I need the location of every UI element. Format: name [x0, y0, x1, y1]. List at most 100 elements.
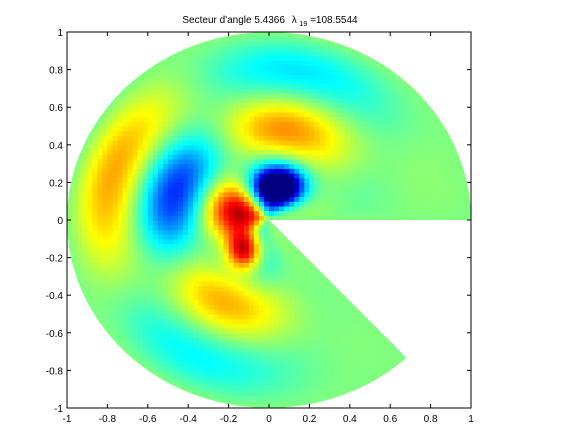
heatmap-cell	[127, 285, 134, 292]
heatmap-cell	[269, 351, 275, 357]
heatmap-cell	[92, 168, 98, 174]
heatmap-cell	[375, 295, 381, 301]
heatmap-cell	[127, 318, 134, 324]
heatmap-cell	[299, 328, 305, 334]
heatmap-cell	[354, 314, 361, 320]
heatmap-cell	[223, 361, 230, 367]
heatmap-cell	[339, 46, 346, 52]
heatmap-cell	[132, 102, 139, 108]
heatmap-cell	[380, 149, 386, 155]
heatmap-cell	[309, 290, 316, 296]
heatmap-cell	[152, 130, 159, 136]
heatmap-cell	[213, 88, 220, 94]
heatmap-cell	[410, 173, 417, 179]
heatmap-cell	[279, 215, 285, 221]
heatmap-cell	[168, 332, 174, 339]
heatmap-cell	[324, 168, 331, 174]
heatmap-cell	[198, 60, 204, 66]
heatmap-cell	[405, 173, 411, 179]
heatmap-cell	[243, 121, 250, 127]
heatmap-cell	[147, 304, 154, 310]
heatmap-cell	[72, 196, 78, 202]
heatmap-cell	[400, 116, 406, 122]
heatmap-cell	[162, 281, 169, 287]
heatmap-cell	[107, 299, 114, 306]
heatmap-cell	[289, 121, 295, 127]
heatmap-cell	[233, 154, 240, 160]
heatmap-cell	[319, 262, 326, 268]
heatmap-cell	[188, 135, 194, 141]
heatmap-cell	[112, 323, 119, 329]
heatmap-cell	[339, 393, 346, 400]
heatmap-cell	[319, 173, 326, 179]
heatmap-cell	[309, 332, 316, 339]
heatmap-cell	[385, 83, 391, 89]
heatmap-cell	[420, 304, 427, 310]
heatmap-cell	[410, 154, 417, 160]
heatmap-cell	[324, 257, 331, 263]
heatmap-cell	[193, 257, 199, 263]
heatmap-cell	[385, 74, 391, 80]
heatmap-cell	[425, 205, 432, 212]
heatmap-cell	[228, 149, 235, 155]
heatmap-cell	[243, 210, 250, 216]
heatmap-cell	[162, 215, 169, 221]
heatmap-cell	[213, 140, 220, 146]
heatmap-cell	[157, 205, 164, 212]
heatmap-cell	[430, 182, 437, 188]
heatmap-cell	[97, 177, 103, 183]
heatmap-cell	[359, 304, 366, 310]
heatmap-cell	[410, 210, 417, 216]
heatmap-cell	[162, 191, 169, 198]
heatmap-cell	[178, 323, 184, 329]
heatmap-cell	[173, 210, 179, 216]
heatmap-cell	[238, 93, 245, 99]
heatmap-cell	[162, 107, 169, 113]
heatmap-cell	[299, 126, 305, 132]
heatmap-cell	[233, 309, 240, 315]
heatmap-cell	[203, 328, 209, 334]
heatmap-cell	[243, 144, 250, 151]
heatmap-cell	[107, 111, 114, 118]
heatmap-cell	[319, 234, 326, 240]
heatmap-cell	[198, 224, 204, 230]
heatmap-cell	[420, 140, 427, 146]
heatmap-cell	[238, 295, 245, 301]
heatmap-cell	[425, 220, 432, 226]
heatmap-cell	[304, 252, 310, 259]
heatmap-cell	[122, 177, 129, 183]
heatmap-cell	[324, 74, 331, 80]
heatmap-cell	[299, 149, 305, 155]
heatmap-cell	[430, 196, 437, 202]
heatmap-cell	[183, 163, 189, 169]
heatmap-cell	[243, 111, 250, 118]
heatmap-cell	[173, 299, 179, 306]
heatmap-cell	[410, 135, 417, 141]
heatmap-cell	[354, 135, 361, 141]
heatmap-cell	[274, 342, 280, 348]
heatmap-cell	[243, 234, 250, 240]
heatmap-cell	[248, 375, 255, 381]
heatmap-cell	[82, 154, 88, 160]
heatmap-cell	[87, 196, 93, 202]
heatmap-cell	[258, 97, 265, 104]
heatmap-cell	[339, 41, 346, 47]
heatmap-cell	[213, 342, 220, 348]
heatmap-cell	[284, 196, 290, 202]
heatmap-cell	[67, 248, 73, 254]
heatmap-cell	[117, 140, 124, 146]
heatmap-cell	[319, 224, 326, 230]
heatmap-cell	[314, 290, 321, 296]
heatmap-cell	[430, 252, 437, 259]
heatmap-cell	[178, 299, 184, 306]
heatmap-cell	[319, 210, 326, 216]
heatmap-cell	[238, 130, 245, 136]
heatmap-cell	[173, 130, 179, 136]
heatmap-cell	[420, 332, 427, 339]
heatmap-cell	[400, 361, 406, 367]
heatmap-cell	[380, 88, 386, 94]
heatmap-cell	[238, 365, 245, 371]
heatmap-cell	[203, 234, 209, 240]
heatmap-cell	[132, 262, 139, 268]
heatmap-cell	[97, 210, 103, 216]
